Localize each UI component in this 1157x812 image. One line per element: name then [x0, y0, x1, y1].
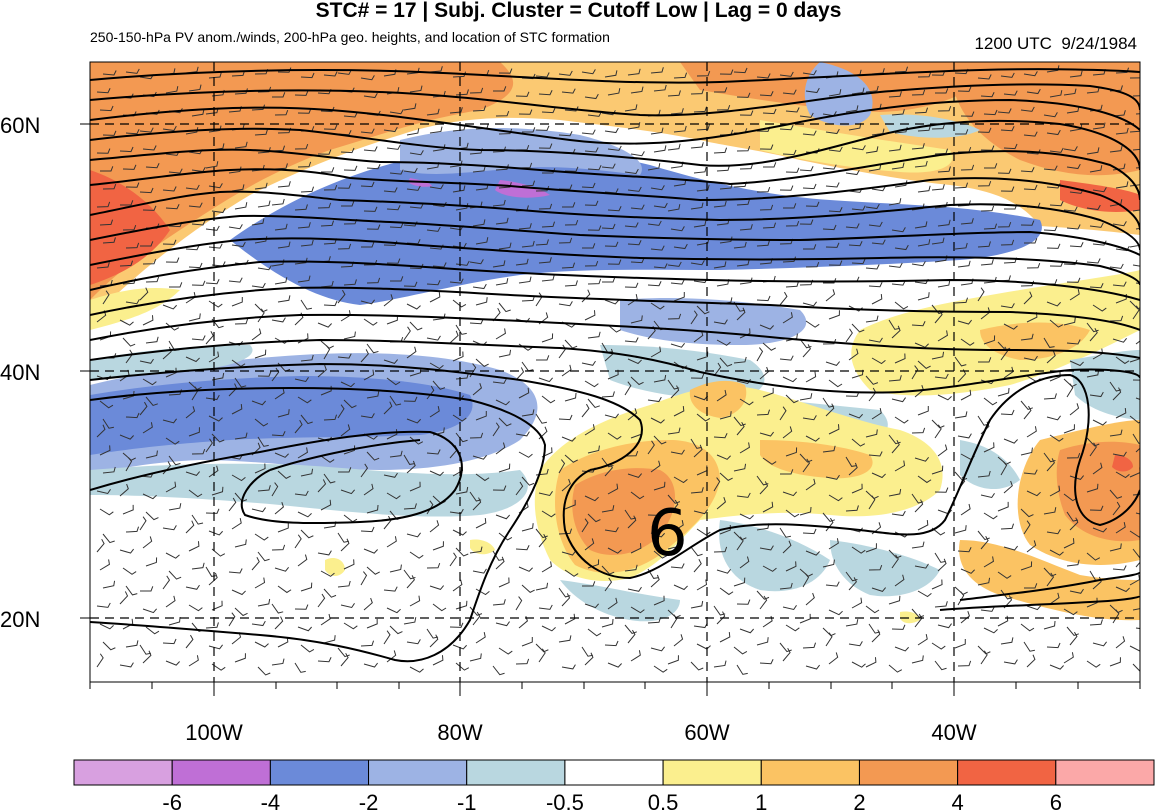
- colorbar-label: -0.5: [546, 790, 584, 812]
- colorbar-swatch: [1055, 759, 1155, 786]
- colorbar-label: -4: [261, 790, 281, 812]
- colorbar-label: 1: [755, 790, 767, 812]
- lon-label-60w: 60W: [684, 720, 729, 745]
- colorbar: -6 -4 -2 -1 -0.5 0.5 1 2 4 6: [73, 759, 1155, 812]
- axis-ticks: [80, 123, 1141, 696]
- lon-label-100w: 100W: [185, 720, 243, 745]
- height-contours: [90, 68, 1140, 663]
- colorbar-swatch: [368, 759, 468, 786]
- colorbar-swatch: [858, 759, 959, 786]
- plot-frame: [89, 61, 1141, 683]
- colorbar-label: -2: [359, 790, 379, 812]
- colorbar-label: 2: [853, 790, 865, 812]
- lat-lon-grid: [90, 62, 1140, 682]
- lon-label-40w: 40W: [931, 720, 976, 745]
- colorbar-swatch: [662, 759, 762, 786]
- map-title: STC# = 17 | Subj. Cluster = Cutoff Low |…: [315, 0, 842, 22]
- colorbar-label: -6: [162, 790, 182, 812]
- colorbar-label: -1: [457, 790, 477, 812]
- storm-formation-marker: 6: [647, 497, 688, 571]
- valid-time: 1200 UTC 9/24/1984: [974, 34, 1137, 53]
- map-plot-area: [90, 62, 1140, 682]
- colorbar-label: 6: [1050, 790, 1062, 812]
- map-subtitle: 250-150-hPa PV anom./winds, 200-hPa geo.…: [90, 29, 610, 45]
- colorbar-swatch: [466, 759, 566, 786]
- colorbar-swatch: [73, 759, 173, 786]
- colorbar-label: 0.5: [648, 790, 679, 812]
- colorbar-swatch: [564, 759, 664, 786]
- lon-label-80w: 80W: [437, 720, 482, 745]
- lat-label-40n: 40N: [0, 360, 40, 385]
- colorbar-swatch: [957, 759, 1057, 786]
- lat-label-20n: 20N: [0, 607, 40, 632]
- colorbar-swatch: [171, 759, 271, 786]
- colorbar-swatch: [269, 759, 370, 786]
- lat-label-60n: 60N: [0, 113, 40, 138]
- colorbar-label: 4: [952, 790, 964, 812]
- colorbar-swatch: [760, 759, 860, 786]
